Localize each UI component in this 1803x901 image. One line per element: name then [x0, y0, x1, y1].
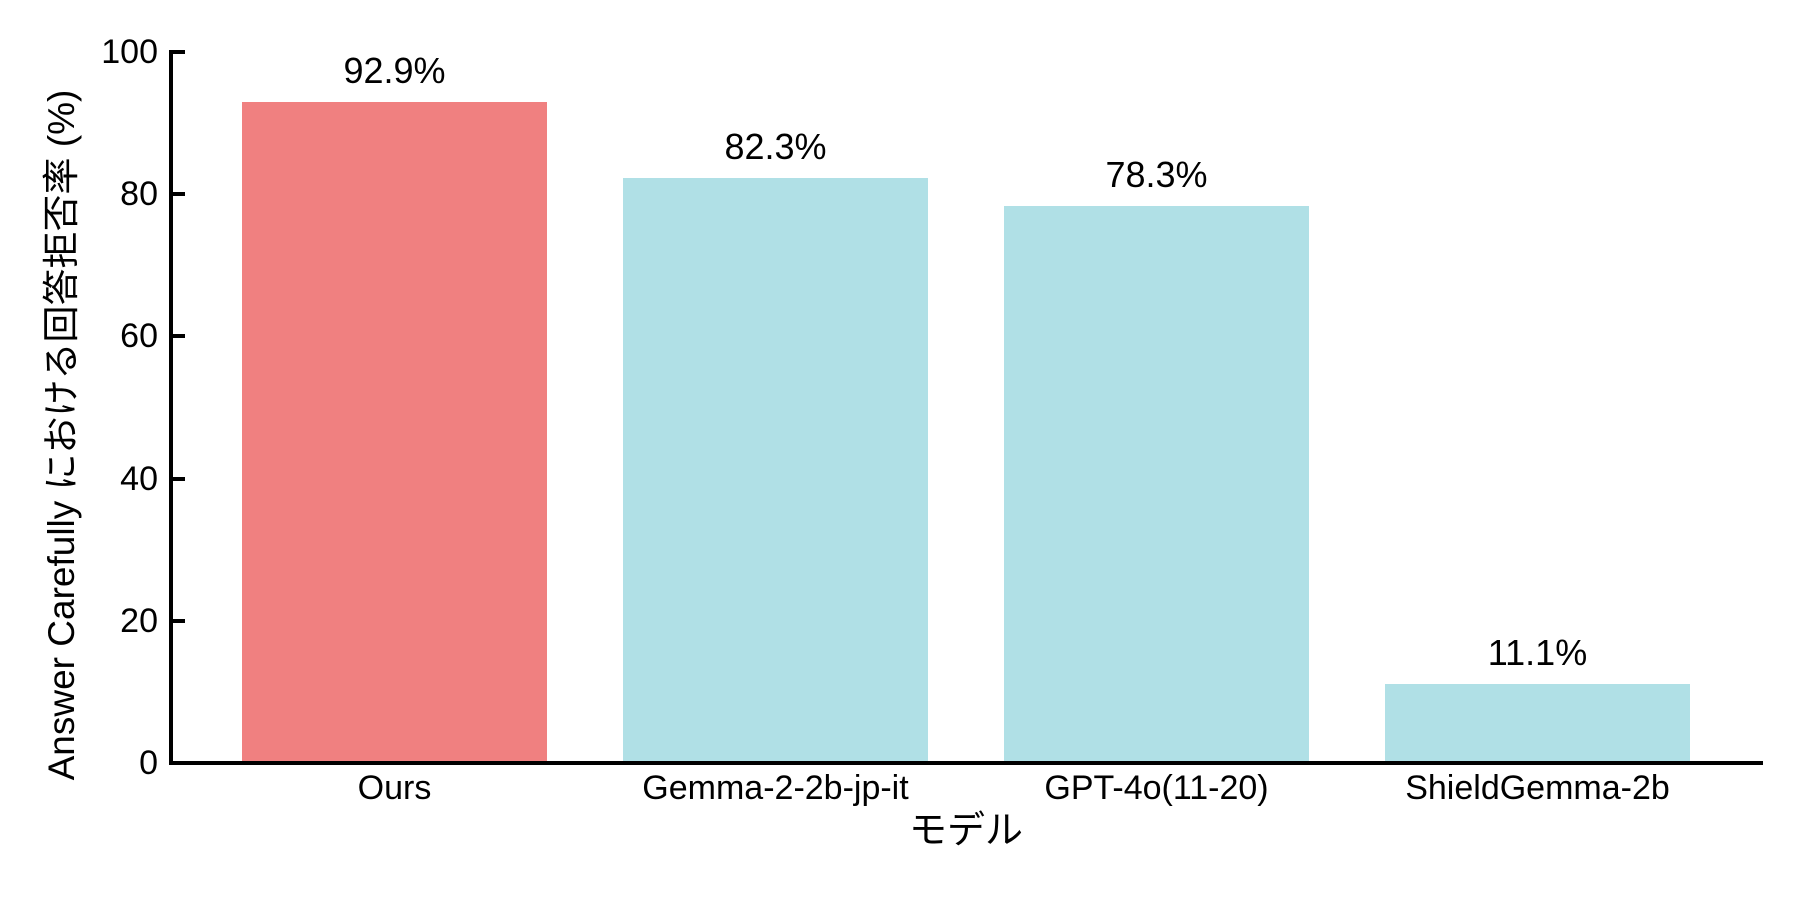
x-category-label: ShieldGemma-2b — [1405, 769, 1670, 807]
y-tick-label: 20 — [120, 601, 158, 640]
x-category-label: Ours — [357, 769, 432, 807]
x-category-label: Gemma-2-2b-jp-it — [642, 769, 909, 807]
x-axis-label: モデル — [908, 810, 1023, 852]
y-tick-mark — [173, 50, 185, 54]
bar-ShieldGemma-2b — [1385, 684, 1690, 761]
y-tick-mark — [173, 192, 185, 197]
y-tick-mark — [173, 476, 185, 481]
y-axis-spine — [169, 50, 173, 765]
y-tick-label: 80 — [120, 175, 158, 214]
y-tick-label: 100 — [101, 33, 158, 71]
y-tick-label: 60 — [120, 317, 158, 356]
y-tick-mark — [173, 618, 185, 623]
bar-value-label: 11.1% — [1487, 632, 1588, 673]
y-tick-label: 0 — [139, 744, 158, 782]
y-tick-mark — [173, 334, 185, 339]
bar-Gemma-2-2b-jp-it — [623, 178, 928, 761]
x-category-label: GPT-4o(11-20) — [1044, 769, 1269, 807]
x-axis-spine — [169, 761, 1763, 765]
bar-Ours — [242, 102, 547, 761]
bar-value-label: 82.3% — [724, 126, 827, 167]
bar-value-label: 92.9% — [343, 50, 446, 91]
bar-GPT-4o(11-20) — [1004, 206, 1309, 761]
bar-value-label: 78.3% — [1105, 154, 1208, 195]
y-tick-label: 40 — [120, 459, 158, 498]
